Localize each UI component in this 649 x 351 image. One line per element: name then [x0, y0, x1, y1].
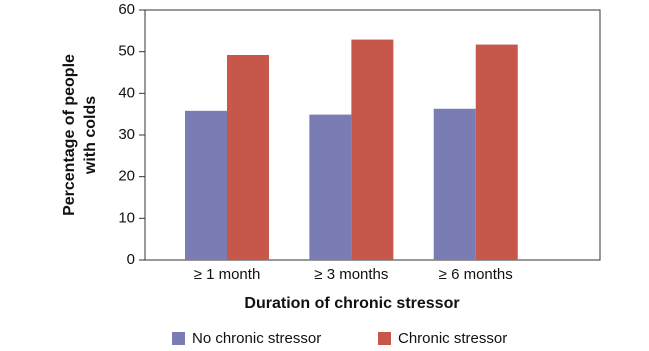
y-tick-label: 50	[118, 43, 135, 60]
y-tick-label: 40	[118, 84, 135, 101]
y-axis-title: with colds	[82, 96, 99, 175]
y-tick-label: 60	[118, 1, 135, 18]
bar	[185, 110, 227, 260]
y-tick-label: 0	[127, 251, 135, 268]
y-tick-label: 10	[118, 209, 135, 226]
legend-swatch	[378, 332, 391, 345]
x-tick-label: ≥ 3 months	[314, 266, 388, 283]
bar	[475, 44, 518, 261]
y-tick-label: 20	[118, 168, 135, 185]
bar	[433, 108, 476, 260]
bar	[351, 39, 394, 261]
y-axis-title: Percentage of people	[61, 54, 78, 216]
x-axis-title: Duration of chronic stressor	[244, 295, 459, 312]
y-tick-label: 30	[118, 126, 135, 143]
legend-label: No chronic stressor	[192, 330, 321, 347]
legend-label: Chronic stressor	[398, 330, 507, 347]
x-tick-label: ≥ 6 months	[439, 266, 513, 283]
bar	[309, 114, 352, 260]
x-tick-label: ≥ 1 month	[194, 266, 261, 283]
bar	[227, 55, 269, 260]
legend-swatch	[172, 332, 185, 345]
